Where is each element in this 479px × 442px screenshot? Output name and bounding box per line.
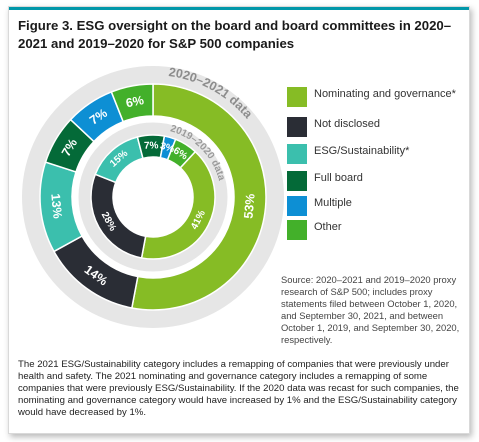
source-text: Source: 2020–2021 and 2019–2020 proxy re…	[281, 274, 460, 345]
inner-ring	[90, 134, 216, 260]
legend-label: Multiple	[314, 197, 352, 209]
inner-slice-label-4: 3%	[159, 141, 176, 156]
legend-swatch	[287, 87, 307, 107]
outer-slice-0	[130, 83, 267, 311]
accent-bar	[9, 7, 469, 10]
outer-slice-label-0: 53%	[241, 193, 257, 219]
legend-label: Full board	[314, 172, 363, 184]
outer-slice-label-2: 13%	[48, 193, 64, 219]
inner-slice-label-3: 7%	[144, 140, 159, 151]
footnote-text: The 2021 ESG/Sustainability category inc…	[18, 359, 459, 418]
outer-ring	[39, 83, 267, 311]
outer-slice-5	[110, 83, 154, 123]
legend-swatch	[287, 196, 307, 216]
legend-swatch	[287, 171, 307, 191]
figure-title: Figure 3. ESG oversight on the board and…	[18, 18, 452, 51]
legend-swatch	[287, 117, 307, 137]
outer-slice-label-5: 6%	[125, 93, 145, 110]
inner-title-band	[78, 122, 228, 272]
legend-swatch	[287, 144, 307, 164]
nested-donut-chart: 53%14%13%7%7%6%41%28%15%7% 3%6% 2020–2021…	[22, 65, 284, 328]
legend-label: Nominating and governance*	[314, 88, 456, 100]
outer-title-band	[22, 66, 284, 328]
legend-label: ESG/Sustainability*	[314, 145, 410, 157]
inner-slice-5	[166, 138, 197, 169]
legend-label: Not disclosed	[314, 118, 381, 130]
legend-label: Other	[314, 221, 342, 233]
legend-swatch	[287, 220, 307, 240]
inner-slice-0	[140, 150, 216, 260]
figure-card: Figure 3. ESG oversight on the board and…	[8, 6, 470, 434]
